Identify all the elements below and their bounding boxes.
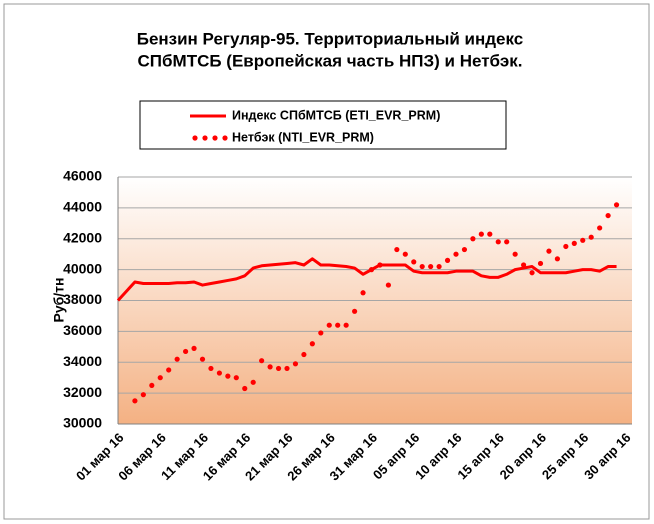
legend-label: Нетбэк (NTI_EVR_PRM) (232, 130, 374, 144)
data-point (385, 282, 391, 288)
data-point (436, 263, 442, 270)
data-point (132, 398, 138, 404)
data-point (326, 322, 332, 328)
data-line (116, 257, 617, 302)
data-point (242, 385, 248, 392)
data-point (444, 257, 451, 263)
y-tick-label: 40000 (63, 260, 102, 276)
data-point (521, 262, 527, 268)
data-point (546, 248, 552, 254)
data-point (309, 341, 315, 347)
legend-label: Индекс СПбМТСБ (ETI_EVR_PRM) (232, 108, 440, 122)
legend-swatch (202, 135, 208, 141)
data-point (453, 251, 459, 257)
data-point (157, 375, 163, 381)
data-point (208, 365, 214, 372)
data-point (250, 379, 256, 385)
legend-swatch (192, 135, 198, 141)
data-point (487, 231, 493, 237)
data-point (301, 351, 307, 358)
data-point (183, 348, 189, 355)
data-point (360, 290, 366, 296)
data-point (343, 322, 349, 328)
data-point (225, 373, 231, 379)
y-axis-label: Руб/тн (51, 278, 67, 323)
data-point (318, 330, 324, 336)
data-point (267, 364, 273, 370)
data-point (368, 267, 375, 273)
data-point (402, 251, 408, 257)
data-point (461, 246, 468, 253)
data-point (174, 356, 180, 362)
data-point (284, 365, 290, 372)
data-point (529, 270, 535, 276)
y-tick-label: 30000 (63, 415, 102, 431)
data-point (292, 361, 299, 367)
y-tick-label: 36000 (63, 322, 102, 338)
data-point (605, 212, 611, 219)
data-point (419, 263, 425, 270)
data-point (597, 225, 603, 231)
data-point (588, 234, 594, 240)
data-point (352, 308, 358, 314)
data-point (613, 202, 620, 208)
chart-title: Бензин Регуляр-95. Территориальный индек… (137, 29, 524, 48)
data-point (166, 367, 172, 373)
legend-box (139, 100, 507, 150)
data-point (495, 239, 501, 245)
data-point (335, 322, 341, 328)
chart-title: СПбМТСБ (Европейская часть НПЗ) и Нетбэк… (138, 51, 523, 70)
data-point (199, 356, 206, 362)
data-point (377, 262, 383, 268)
data-point (563, 243, 569, 250)
y-tick-label: 32000 (63, 384, 102, 400)
data-point (233, 375, 239, 381)
y-tick-label: 34000 (63, 353, 102, 369)
legend-swatch (222, 135, 228, 141)
legend-swatch (212, 135, 218, 141)
data-point (580, 237, 586, 243)
data-point (537, 260, 544, 267)
data-point (191, 345, 197, 351)
data-point (554, 256, 561, 262)
y-tick-label: 46000 (63, 168, 102, 184)
data-point (504, 239, 510, 245)
data-point (478, 231, 484, 237)
data-point (216, 370, 222, 376)
data-point (571, 240, 577, 246)
data-point (470, 236, 476, 242)
data-point (428, 263, 434, 270)
data-point (140, 392, 146, 398)
data-point (149, 382, 155, 389)
y-tick-label: 42000 (63, 229, 102, 245)
data-point (394, 246, 400, 253)
data-point (259, 358, 265, 364)
data-point (411, 259, 417, 265)
y-tick-label: 38000 (63, 291, 102, 307)
data-point (275, 365, 282, 372)
data-point (512, 251, 518, 257)
y-tick-label: 44000 (63, 199, 102, 215)
